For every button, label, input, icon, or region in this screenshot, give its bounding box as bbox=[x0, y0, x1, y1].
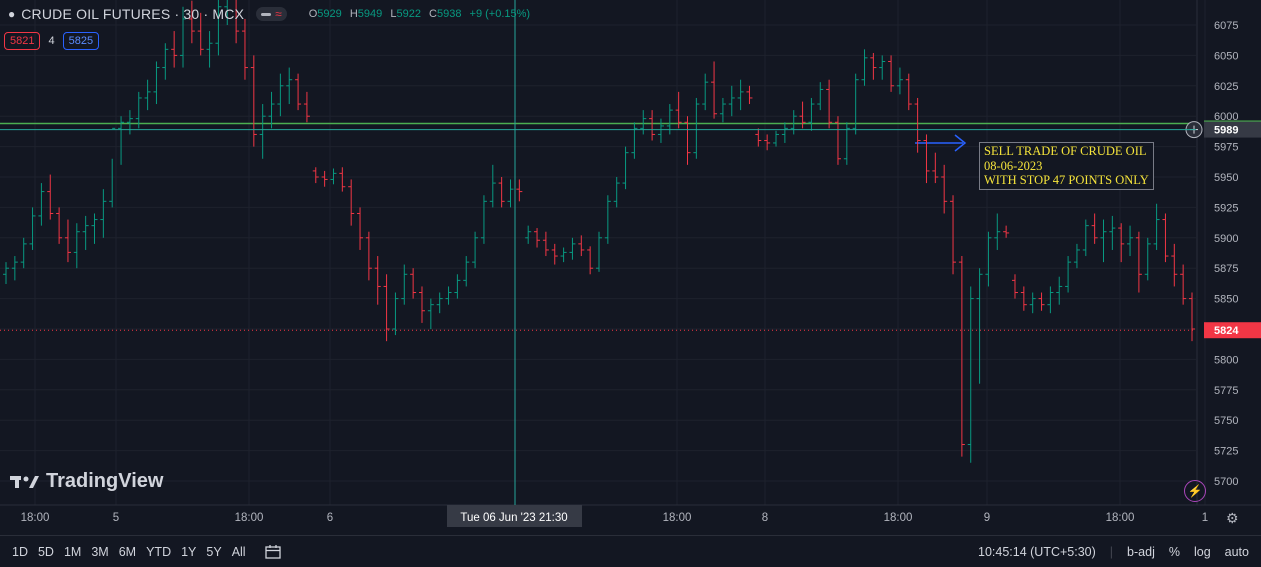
settings-gear-icon[interactable]: ⚙ bbox=[1226, 510, 1239, 526]
annotation-line-3: WITH STOP 47 POINTS ONLY bbox=[984, 173, 1149, 187]
sell-arrow-head bbox=[954, 134, 967, 152]
price-tick-label: 5950 bbox=[1214, 172, 1238, 184]
right-controls: 10:45:14 (UTC+5:30) | b-adj % log auto bbox=[978, 544, 1249, 559]
crosshair-time-tag bbox=[447, 505, 582, 527]
annotation-line-2: 08-06-2023 bbox=[984, 158, 1043, 173]
price-tick-label: 5725 bbox=[1214, 446, 1238, 458]
price-tick-label: 5775 bbox=[1214, 385, 1238, 397]
price-tick-label: 5700 bbox=[1214, 476, 1238, 488]
time-tick-label: 18:00 bbox=[1106, 512, 1135, 524]
log-toggle[interactable]: log bbox=[1193, 544, 1211, 559]
time-tick-label: 5 bbox=[113, 512, 119, 524]
tradingview-logo[interactable]: TradingView bbox=[10, 470, 163, 493]
price-tick-label: 5800 bbox=[1214, 354, 1238, 366]
crosshair-price-tag bbox=[1204, 121, 1261, 138]
trade-panel: 5821 4 5825 bbox=[4, 32, 100, 50]
range-6m[interactable]: 6M bbox=[118, 544, 137, 559]
range-1y[interactable]: 1Y bbox=[181, 544, 197, 559]
time-tick-label: 1 bbox=[1202, 512, 1208, 524]
bottom-toolbar: 1D 5D 1M 3M 6M YTD 1Y 5Y All 10:45:14 (U… bbox=[0, 535, 1261, 567]
range-ytd[interactable]: YTD bbox=[146, 544, 172, 559]
crosshair-time-label: Tue 06 Jun '23 21:30 bbox=[460, 512, 567, 524]
price-tick-label: 5900 bbox=[1214, 233, 1238, 245]
annotation-line-1: SELL TRADE OF CRUDE OIL bbox=[984, 144, 1147, 158]
logo-text: TradingView bbox=[46, 470, 164, 492]
ohlc-readout: O5929 H5949 L5922 C5938 +9 (+0.15%) bbox=[308, 8, 531, 20]
range-5y[interactable]: 5Y bbox=[206, 544, 222, 559]
price-tick-label: 6000 bbox=[1214, 111, 1238, 123]
clock[interactable]: 10:45:14 (UTC+5:30) bbox=[978, 544, 1096, 559]
price-tick-label: 5925 bbox=[1214, 202, 1238, 214]
percent-toggle[interactable]: % bbox=[1168, 544, 1180, 559]
price-axis: 6075 6050 6025 6000 5975 5950 5925 5900 5875 5850… bbox=[1185, 0, 1261, 505]
ohlc-bars bbox=[3, 0, 1195, 463]
quantity-value[interactable]: 4 bbox=[48, 35, 55, 47]
time-tick-label: 9 bbox=[984, 512, 990, 524]
crosshair-price-label: 5989 bbox=[1214, 125, 1238, 137]
price-tick-label: 6075 bbox=[1214, 20, 1238, 32]
price-tick-label: 5875 bbox=[1214, 263, 1238, 275]
time-tick-label: 18:00 bbox=[21, 512, 50, 524]
range-1m[interactable]: 1M bbox=[63, 544, 82, 559]
calendar-range-icon[interactable] bbox=[264, 544, 282, 560]
auto-toggle[interactable]: auto bbox=[1224, 544, 1249, 559]
price-tick-label: 5850 bbox=[1214, 294, 1238, 306]
buy-button[interactable]: 5825 bbox=[62, 32, 100, 50]
last-price-tag bbox=[1204, 322, 1261, 339]
chart-header: ● CRUDE OIL FUTURES · 30 · MCX ≈ O5929 H… bbox=[8, 6, 530, 22]
sell-button[interactable]: 5821 bbox=[4, 32, 41, 50]
range-all[interactable]: All bbox=[231, 544, 246, 559]
lightning-icon[interactable]: ⚡ bbox=[1184, 480, 1206, 502]
last-price-label: 5824 bbox=[1214, 325, 1239, 337]
price-tick-label: 5975 bbox=[1214, 142, 1238, 154]
chart-grid bbox=[0, 0, 1206, 505]
time-axis: 18:00 5 18:00 6 18:00 8 18:00 9 18:00 1 Tue 06 Jun… bbox=[0, 504, 1261, 527]
tradingview-logo-icon bbox=[10, 475, 39, 488]
range-1d[interactable]: 1D bbox=[12, 544, 28, 559]
time-tick-label: 6 bbox=[327, 512, 333, 524]
symbol-title[interactable]: CRUDE OIL FUTURES · 30 · MCX bbox=[21, 6, 245, 22]
oil-drop-icon: ● bbox=[8, 7, 16, 21]
indicator-pill-icon[interactable]: ≈ bbox=[256, 7, 287, 21]
time-tick-label: 18:00 bbox=[663, 512, 692, 524]
crosshair bbox=[0, 0, 1196, 505]
range-3m[interactable]: 3M bbox=[91, 544, 109, 559]
range-5d[interactable]: 5D bbox=[37, 544, 54, 559]
range-selector: 1D 5D 1M 3M 6M YTD 1Y 5Y All bbox=[12, 545, 246, 559]
price-tick-label: 5750 bbox=[1214, 415, 1238, 427]
trade-annotation[interactable]: SELL TRADE OF CRUDE OIL 08-06-2023 WITH … bbox=[979, 142, 1154, 190]
time-tick-label: 18:00 bbox=[884, 512, 913, 524]
b-adj-toggle[interactable]: b-adj bbox=[1127, 544, 1155, 559]
price-tick-label: 6025 bbox=[1214, 81, 1238, 93]
time-tick-label: 18:00 bbox=[235, 512, 264, 524]
time-tick-label: 8 bbox=[762, 512, 768, 524]
price-tick-label: 6050 bbox=[1214, 50, 1238, 62]
